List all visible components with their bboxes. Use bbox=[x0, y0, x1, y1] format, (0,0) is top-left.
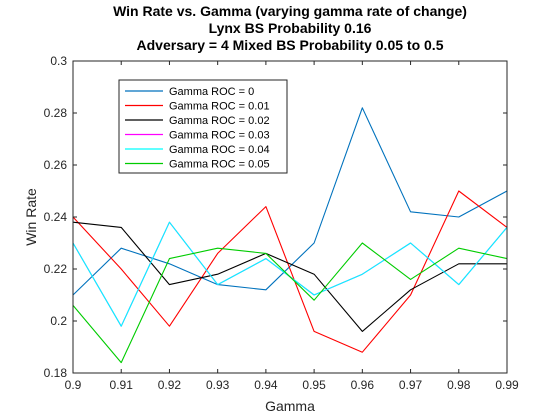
y-tick-label: 0.24 bbox=[44, 210, 68, 224]
x-tick-label: 0.95 bbox=[302, 378, 326, 392]
x-tick-label: 0.9 bbox=[65, 378, 82, 392]
x-tick-label: 0.97 bbox=[399, 378, 423, 392]
tick-layer: 0.9 0.91 0.92 0.93 0.94 0.95 0.96 0.97 0.98 0.99 0… bbox=[44, 54, 519, 392]
y-tick-label: 0.28 bbox=[44, 106, 68, 120]
series-line-5 bbox=[72, 242, 508, 364]
legend-label-1: Gamma ROC = 0.01 bbox=[169, 101, 270, 113]
chart-title-line-2: Lynx BS Probability 0.16 bbox=[209, 20, 372, 36]
x-tick-label: 0.91 bbox=[110, 378, 134, 392]
chart-title-line-3: Adversary = 4 Mixed BS Probability 0.05 … bbox=[137, 37, 444, 53]
x-tick-label: 0.93 bbox=[206, 378, 230, 392]
series-layer bbox=[72, 107, 508, 364]
x-tick-label: 0.99 bbox=[495, 378, 519, 392]
legend-label-5: Gamma ROC = 0.05 bbox=[169, 159, 270, 171]
legend-label-4: Gamma ROC = 0.04 bbox=[169, 144, 270, 156]
x-tick-label: 0.94 bbox=[254, 378, 278, 392]
legend-label-3: Gamma ROC = 0.03 bbox=[169, 130, 270, 142]
series-line-2 bbox=[72, 221, 507, 332]
legend-label-0: Gamma ROC = 0 bbox=[169, 86, 254, 98]
legend-label-2: Gamma ROC = 0.02 bbox=[169, 115, 270, 127]
y-tick-label: 0.18 bbox=[44, 366, 68, 380]
series-line-1 bbox=[72, 190, 508, 353]
y-tick-label: 0.26 bbox=[44, 158, 68, 172]
x-tick-label: 0.96 bbox=[351, 378, 375, 392]
y-tick-label: 0.2 bbox=[50, 314, 67, 328]
y-tick-label: 0.22 bbox=[44, 262, 68, 276]
x-axis-label: Gamma bbox=[265, 398, 315, 414]
y-axis-label: Win Rate bbox=[23, 188, 39, 246]
y-tick-label: 0.3 bbox=[50, 54, 67, 68]
x-tick-label: 0.92 bbox=[158, 378, 182, 392]
legend: Gamma ROC = 0 Gamma ROC = 0.01 Gamma ROC =… bbox=[118, 79, 288, 174]
legend-items: Gamma ROC = 0 Gamma ROC = 0.01 Gamma ROC =… bbox=[125, 86, 270, 171]
legend-box bbox=[118, 79, 288, 174]
x-tick-label: 0.98 bbox=[447, 378, 471, 392]
chart-title: Win Rate vs. Gamma (varying gamma rate o… bbox=[113, 3, 467, 53]
chart-title-line-1: Win Rate vs. Gamma (varying gamma rate o… bbox=[113, 3, 467, 19]
